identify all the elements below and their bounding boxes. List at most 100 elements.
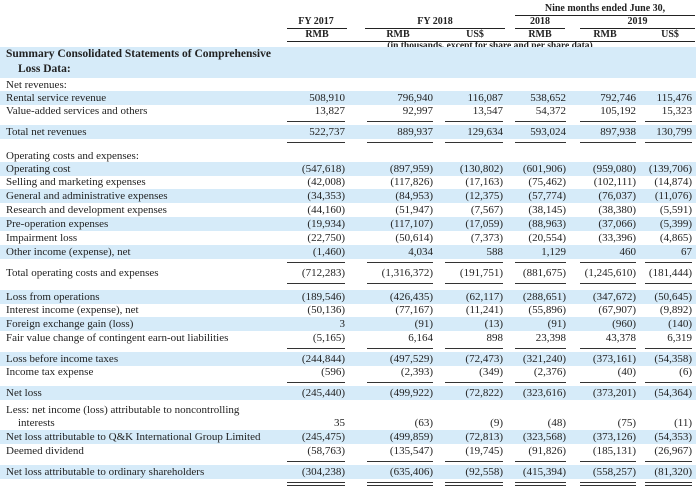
table-row: Other income (expense), net (1,460) 4,034 5… bbox=[0, 245, 696, 259]
row-value: (72,473) bbox=[465, 353, 503, 365]
row-label: Total net revenues bbox=[6, 126, 87, 138]
underline-divider bbox=[287, 121, 345, 122]
table-row: Fair value change of contingent earn-out… bbox=[0, 331, 696, 345]
y2019-header: 2019 bbox=[627, 16, 648, 27]
underline-divider bbox=[445, 283, 503, 284]
underline-divider bbox=[287, 485, 345, 486]
row-value: (92,558) bbox=[465, 466, 503, 478]
row-value: (191,751) bbox=[459, 267, 503, 279]
table-row: Total net revenues 522,737 889,937 129,634 5… bbox=[0, 125, 696, 139]
underline-divider bbox=[367, 262, 433, 263]
underline-divider bbox=[367, 382, 433, 383]
row-value: 6,319 bbox=[667, 332, 692, 344]
currency-header: RMB bbox=[386, 29, 410, 40]
table-row: Less: net income (loss) attributable to … bbox=[0, 403, 696, 417]
row-value: 6,164 bbox=[408, 332, 433, 344]
row-value: (373,126) bbox=[592, 431, 636, 443]
row-label: Less: net income (loss) attributable to … bbox=[6, 404, 240, 416]
underline-divider bbox=[445, 461, 503, 462]
row-value: 129,634 bbox=[467, 126, 503, 138]
row-value: (51,947) bbox=[395, 204, 433, 216]
row-value: (19,745) bbox=[465, 445, 503, 457]
row-value: 538,652 bbox=[530, 92, 566, 104]
row-value: (50,645) bbox=[654, 291, 692, 303]
table-row: Selling and marketing expenses (42,008) (1… bbox=[0, 175, 696, 189]
row-label: Impairment loss bbox=[6, 232, 78, 244]
row-value: 92,997 bbox=[402, 105, 433, 117]
row-value: (7,373) bbox=[470, 232, 503, 244]
divider bbox=[287, 41, 695, 42]
row-value: 1,129 bbox=[541, 246, 566, 258]
row-label: Pre-operation expenses bbox=[6, 218, 109, 230]
row-value: (55,896) bbox=[528, 304, 566, 316]
underline-divider bbox=[515, 142, 566, 143]
table-row: Interest income (expense), net (50,136) (7… bbox=[0, 303, 696, 317]
underline-divider bbox=[645, 461, 692, 462]
row-value: 115,476 bbox=[656, 92, 692, 104]
row-value: (5,591) bbox=[659, 204, 692, 216]
row-value: 105,192 bbox=[600, 105, 636, 117]
row-value: (321,240) bbox=[522, 353, 566, 365]
row-value: (54,353) bbox=[654, 431, 692, 443]
row-value: (9,892) bbox=[659, 304, 692, 316]
underline-divider bbox=[287, 348, 345, 349]
row-value: (373,201) bbox=[592, 387, 636, 399]
row-value: 588 bbox=[486, 246, 504, 258]
divider bbox=[287, 28, 347, 29]
row-value: (72,822) bbox=[465, 387, 503, 399]
underline-divider bbox=[645, 283, 692, 284]
underline-divider bbox=[515, 348, 566, 349]
row-value: (91) bbox=[547, 318, 566, 330]
row-value: 460 bbox=[619, 246, 637, 258]
row-value: (9) bbox=[490, 417, 503, 429]
row-label: Interest income (expense), net bbox=[6, 304, 139, 316]
row-value: (6) bbox=[679, 366, 692, 378]
table-row: Operating costs and expenses: bbox=[0, 149, 696, 163]
row-value: (415,394) bbox=[522, 466, 566, 478]
row-label: Income tax expense bbox=[6, 366, 94, 378]
row-value: (76,037) bbox=[598, 190, 636, 202]
underline-divider bbox=[287, 482, 345, 483]
row-label: Operating cost bbox=[6, 163, 71, 175]
row-value: (244,844) bbox=[301, 353, 345, 365]
row-value: (139,706) bbox=[648, 163, 692, 175]
row-value: (37,066) bbox=[598, 218, 636, 230]
underline-divider bbox=[367, 482, 433, 483]
underline-divider bbox=[367, 283, 433, 284]
row-label: Deemed dividend bbox=[6, 445, 84, 457]
row-value: (11,076) bbox=[654, 190, 692, 202]
row-value: (245,475) bbox=[301, 431, 345, 443]
row-label: Value-added services and others bbox=[6, 105, 148, 117]
row-value: (63) bbox=[414, 417, 433, 429]
row-value: (26,967) bbox=[654, 445, 692, 457]
row-value: (57,774) bbox=[528, 190, 566, 202]
underline-divider bbox=[515, 382, 566, 383]
row-value: (288,651) bbox=[522, 291, 566, 303]
row-value: (75) bbox=[617, 417, 636, 429]
row-value: 116,087 bbox=[467, 92, 503, 104]
table-row: Foreign exchange gain (loss) 3 (91) (13) (91… bbox=[0, 317, 696, 331]
underline-divider bbox=[287, 262, 345, 263]
row-value: 13,827 bbox=[314, 105, 345, 117]
underline-divider bbox=[515, 262, 566, 263]
row-label: Net loss attributable to ordinary shareh… bbox=[6, 466, 205, 478]
row-label: Operating costs and expenses: bbox=[6, 150, 139, 162]
row-value: (5,399) bbox=[659, 218, 692, 230]
underline-divider bbox=[645, 262, 692, 263]
row-value: 897,938 bbox=[600, 126, 636, 138]
row-value: 508,910 bbox=[309, 92, 345, 104]
row-label: Research and development expenses bbox=[6, 204, 167, 216]
row-value: (67,907) bbox=[598, 304, 636, 316]
underline-divider bbox=[645, 382, 692, 383]
row-value: (50,614) bbox=[395, 232, 433, 244]
row-label: Other income (expense), net bbox=[6, 246, 131, 258]
underline-divider bbox=[445, 262, 503, 263]
divider bbox=[515, 15, 695, 16]
underline-divider bbox=[287, 283, 345, 284]
underline-divider bbox=[445, 142, 503, 143]
row-value: (373,161) bbox=[592, 353, 636, 365]
underline-divider bbox=[515, 482, 566, 483]
row-value: (17,163) bbox=[465, 176, 503, 188]
row-value: (44,160) bbox=[307, 204, 345, 216]
units-note: (in thousands, except for share and per … bbox=[387, 41, 593, 51]
